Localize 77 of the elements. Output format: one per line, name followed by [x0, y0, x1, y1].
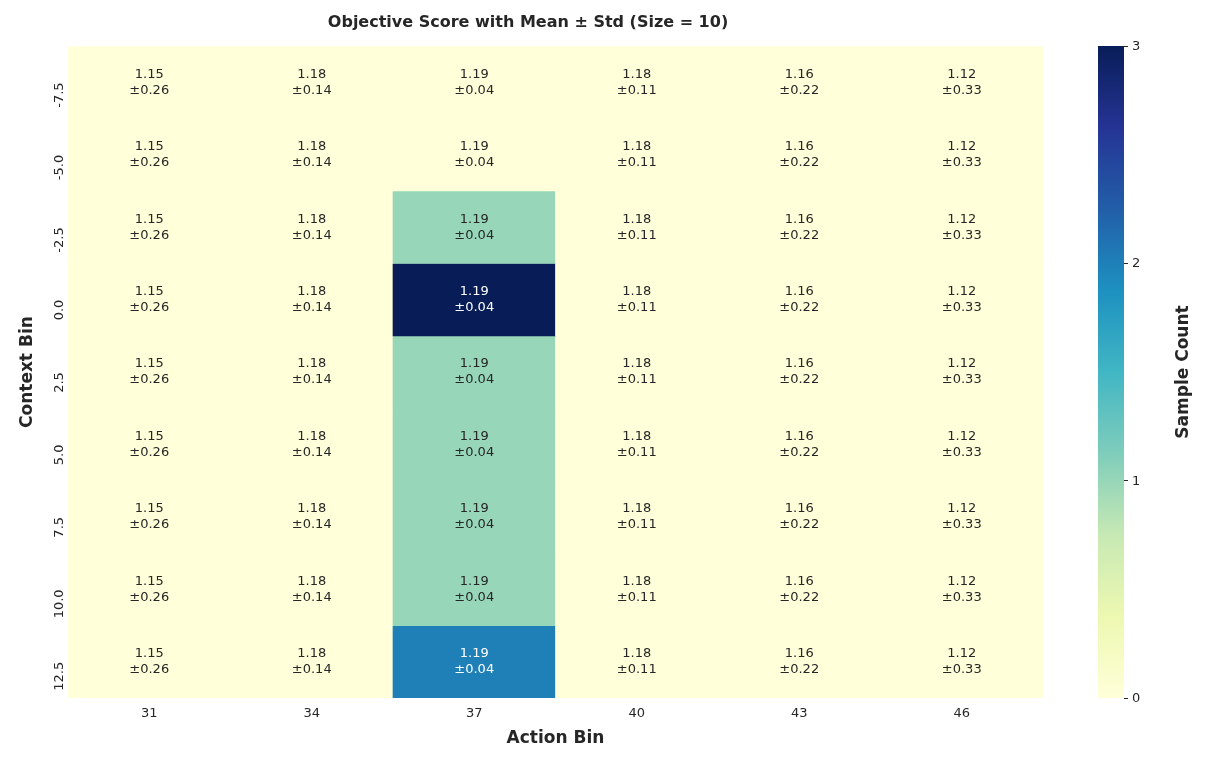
data-label: 1.15 ±0.26 [129, 210, 170, 242]
data-label: 1.16 ±0.22 [779, 65, 820, 97]
x-tick-label: 40 [628, 705, 646, 721]
y-tick-label: 12.5 [51, 661, 67, 691]
data-label: 1.16 ±0.22 [779, 355, 820, 387]
x-tick-label: 46 [953, 705, 971, 721]
data-label: 1.18 ±0.14 [291, 283, 332, 315]
data-label: 1.18 ±0.11 [616, 427, 657, 459]
color-bar-label: 2 [1132, 255, 1141, 272]
data-label: 1.18 ±0.11 [616, 65, 657, 97]
data-label: 1.15 ±0.26 [129, 500, 170, 532]
data-label: 1.12 ±0.33 [941, 210, 982, 242]
data-label: 1.12 ±0.33 [941, 500, 982, 532]
y-tick-label: 0.0 [51, 299, 67, 321]
data-label: 1.18 ±0.14 [291, 572, 332, 604]
data-label: 1.16 ±0.22 [779, 572, 820, 604]
color-bar-title: Sample Count [1172, 305, 1192, 439]
data-label: 1.16 ±0.22 [779, 283, 820, 315]
data-label: 1.16 ±0.22 [779, 645, 820, 677]
data-label: 1.12 ±0.33 [941, 427, 982, 459]
data-label: 1.15 ±0.26 [129, 645, 170, 677]
x-tick-label: 34 [303, 705, 321, 721]
chart-title: Objective Score with Mean ± Std (Size = 10) [327, 11, 729, 31]
y-tick-label: 7.5 [51, 516, 67, 538]
data-label: 1.15 ±0.26 [129, 138, 170, 170]
y-tick-label: 10.0 [51, 589, 67, 619]
data-label: 1.16 ±0.22 [779, 138, 820, 170]
data-label: 1.16 ±0.22 [779, 210, 820, 242]
y-tick-label: -2.5 [51, 227, 67, 253]
x-axis-title: Action Bin [506, 727, 605, 748]
data-label: 1.19 ±0.04 [454, 210, 495, 242]
y-tick-label: -5.0 [51, 154, 67, 181]
data-label: 1.18 ±0.14 [291, 645, 332, 677]
y-tick-label: 5.0 [51, 444, 67, 466]
data-label: 1.18 ±0.11 [616, 645, 657, 677]
color-bar-label: 0 [1132, 690, 1141, 706]
data-label: 1.18 ±0.11 [616, 500, 657, 532]
data-label: 1.15 ±0.26 [129, 427, 170, 459]
data-label: 1.12 ±0.33 [941, 645, 982, 677]
data-label: 1.19 ±0.04 [454, 500, 495, 532]
data-label: 1.18 ±0.11 [616, 355, 657, 387]
data-label: 1.12 ±0.33 [941, 355, 982, 387]
data-label: 1.18 ±0.14 [291, 138, 332, 170]
data-label: 1.19 ±0.04 [454, 138, 495, 170]
data-label: 1.16 ±0.22 [779, 427, 820, 459]
data-label: 1.12 ±0.33 [941, 572, 982, 604]
data-label: 1.19 ±0.04 [454, 427, 495, 459]
x-tick-label: 43 [790, 705, 808, 721]
data-label: 1.19 ±0.04 [454, 645, 495, 677]
data-label: 1.18 ±0.14 [291, 210, 332, 242]
data-label: 1.19 ±0.04 [454, 65, 495, 97]
data-label: 1.18 ±0.14 [291, 355, 332, 387]
data-label: 1.18 ±0.11 [616, 138, 657, 170]
data-label: 1.18 ±0.14 [291, 427, 332, 459]
data-label: 1.18 ±0.14 [291, 65, 332, 97]
data-label: 1.12 ±0.33 [941, 65, 982, 97]
data-label: 1.15 ±0.26 [129, 572, 170, 604]
y-tick-label: -7.5 [51, 82, 67, 108]
color-bar-label: 1 [1132, 472, 1141, 489]
data-label: 1.19 ±0.04 [454, 283, 495, 315]
data-label: 1.18 ±0.11 [616, 210, 657, 242]
data-label: 1.19 ±0.04 [454, 355, 495, 387]
y-tick-label: 2.5 [51, 372, 67, 393]
data-label: 1.15 ±0.26 [129, 283, 170, 315]
data-label: 1.16 ±0.22 [779, 500, 820, 532]
y-axis-title: Context Bin [15, 316, 36, 429]
data-label: 1.18 ±0.14 [291, 500, 332, 532]
data-label: 1.12 ±0.33 [941, 138, 982, 170]
data-label: 1.19 ±0.04 [454, 572, 495, 604]
data-label: 1.18 ±0.11 [616, 572, 657, 604]
x-tick-label: 37 [465, 705, 483, 721]
x-tick-label: 31 [140, 705, 158, 721]
data-label: 1.12 ±0.33 [941, 283, 982, 315]
data-label: 1.18 ±0.11 [616, 283, 657, 315]
color-bar-label: 3 [1132, 38, 1141, 55]
data-label: 1.15 ±0.26 [129, 355, 170, 387]
data-label: 1.15 ±0.26 [129, 65, 170, 97]
